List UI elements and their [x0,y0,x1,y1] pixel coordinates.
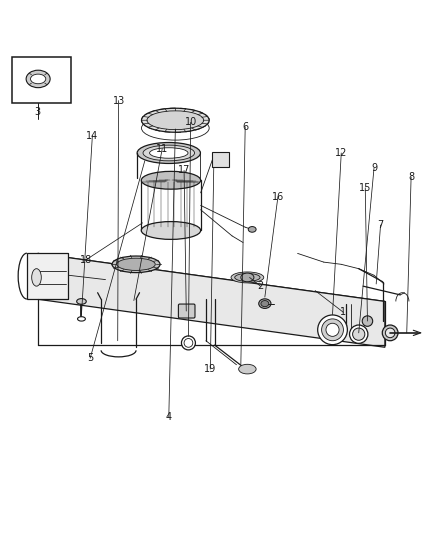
Polygon shape [38,253,385,348]
Ellipse shape [150,148,188,158]
Ellipse shape [350,325,368,343]
Ellipse shape [261,301,269,306]
Ellipse shape [32,269,41,286]
Text: 1: 1 [340,308,346,317]
Ellipse shape [239,364,256,374]
Text: 10: 10 [184,117,197,127]
Ellipse shape [117,258,155,270]
Text: 9: 9 [371,163,377,173]
Ellipse shape [147,111,204,130]
Ellipse shape [318,315,347,345]
Bar [212,152,229,167]
Polygon shape [38,253,385,341]
Text: 7: 7 [378,220,384,230]
Ellipse shape [141,172,201,189]
Ellipse shape [248,227,256,232]
Ellipse shape [137,142,201,164]
Ellipse shape [141,222,201,239]
Text: 4: 4 [166,412,172,422]
Ellipse shape [231,272,264,283]
Text: 11: 11 [156,143,168,154]
Ellipse shape [31,74,46,84]
Ellipse shape [326,323,339,336]
Ellipse shape [362,316,373,326]
Text: 8: 8 [408,172,414,182]
Ellipse shape [321,319,343,341]
Text: 6: 6 [242,122,248,132]
Bar [12,57,71,103]
Ellipse shape [78,317,85,321]
Ellipse shape [112,256,160,272]
Polygon shape [27,253,68,299]
Ellipse shape [385,328,395,338]
Text: 14: 14 [86,131,99,141]
Text: 3: 3 [35,107,41,117]
Text: 16: 16 [272,192,284,201]
Ellipse shape [143,145,194,161]
Text: 5: 5 [87,353,93,363]
Ellipse shape [241,273,254,282]
Ellipse shape [26,70,50,87]
Ellipse shape [259,299,271,309]
Ellipse shape [77,298,86,304]
Text: 13: 13 [113,95,125,106]
Text: 2: 2 [258,281,264,291]
Ellipse shape [235,273,260,281]
Ellipse shape [382,325,398,341]
FancyBboxPatch shape [178,304,195,318]
Ellipse shape [353,328,365,340]
Text: 17: 17 [178,165,190,175]
Text: 18: 18 [80,255,92,265]
Ellipse shape [141,108,209,132]
Text: 12: 12 [335,148,347,158]
Ellipse shape [184,338,193,348]
Text: 15: 15 [359,183,371,193]
Ellipse shape [181,336,195,350]
Text: 19: 19 [204,364,216,374]
